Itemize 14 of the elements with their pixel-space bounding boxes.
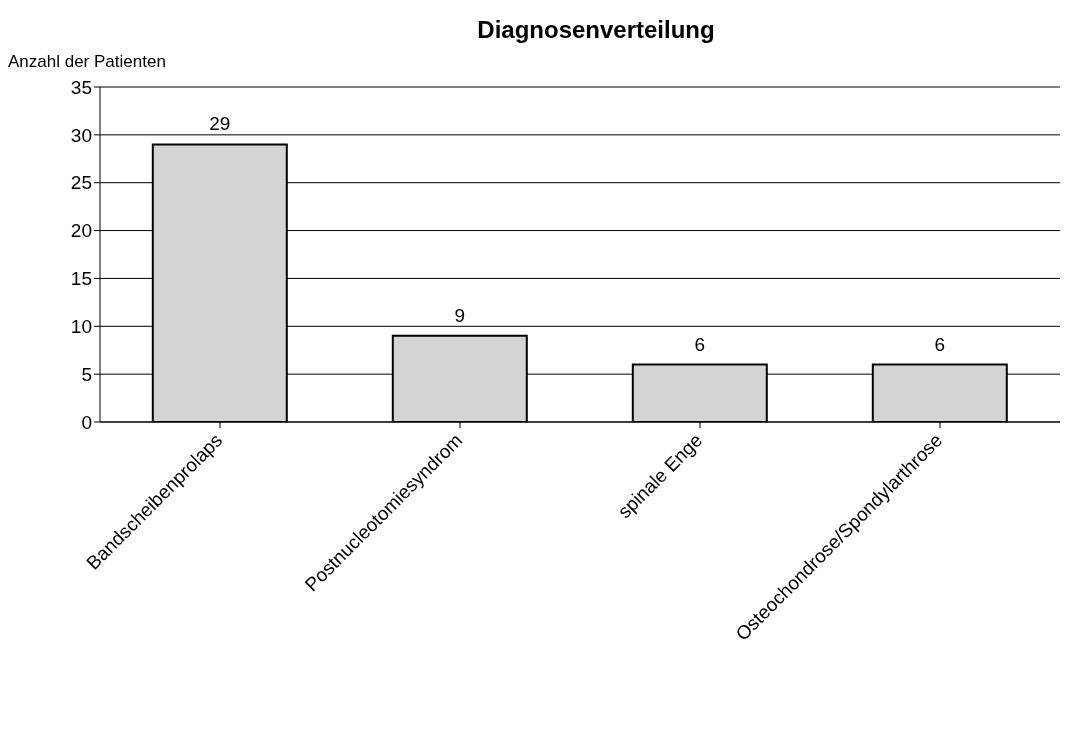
data-label: 6 xyxy=(934,333,946,355)
y-tick-label: 0 xyxy=(81,411,92,433)
y-tick-label: 30 xyxy=(70,124,92,146)
y-tick-label: 35 xyxy=(70,76,92,98)
y-axis-title: Anzahl der Patienten xyxy=(8,52,166,72)
data-label: 9 xyxy=(454,304,466,326)
data-label: 29 xyxy=(209,113,231,135)
y-tick-label: 15 xyxy=(70,268,92,290)
chart-title: Diagnosenverteilung xyxy=(476,16,716,44)
y-tick-label: 5 xyxy=(81,363,92,385)
y-tick-label: 25 xyxy=(70,172,92,194)
y-tick-label: 10 xyxy=(70,316,92,338)
data-label: 6 xyxy=(694,333,706,355)
y-tick-label: 20 xyxy=(70,220,92,242)
